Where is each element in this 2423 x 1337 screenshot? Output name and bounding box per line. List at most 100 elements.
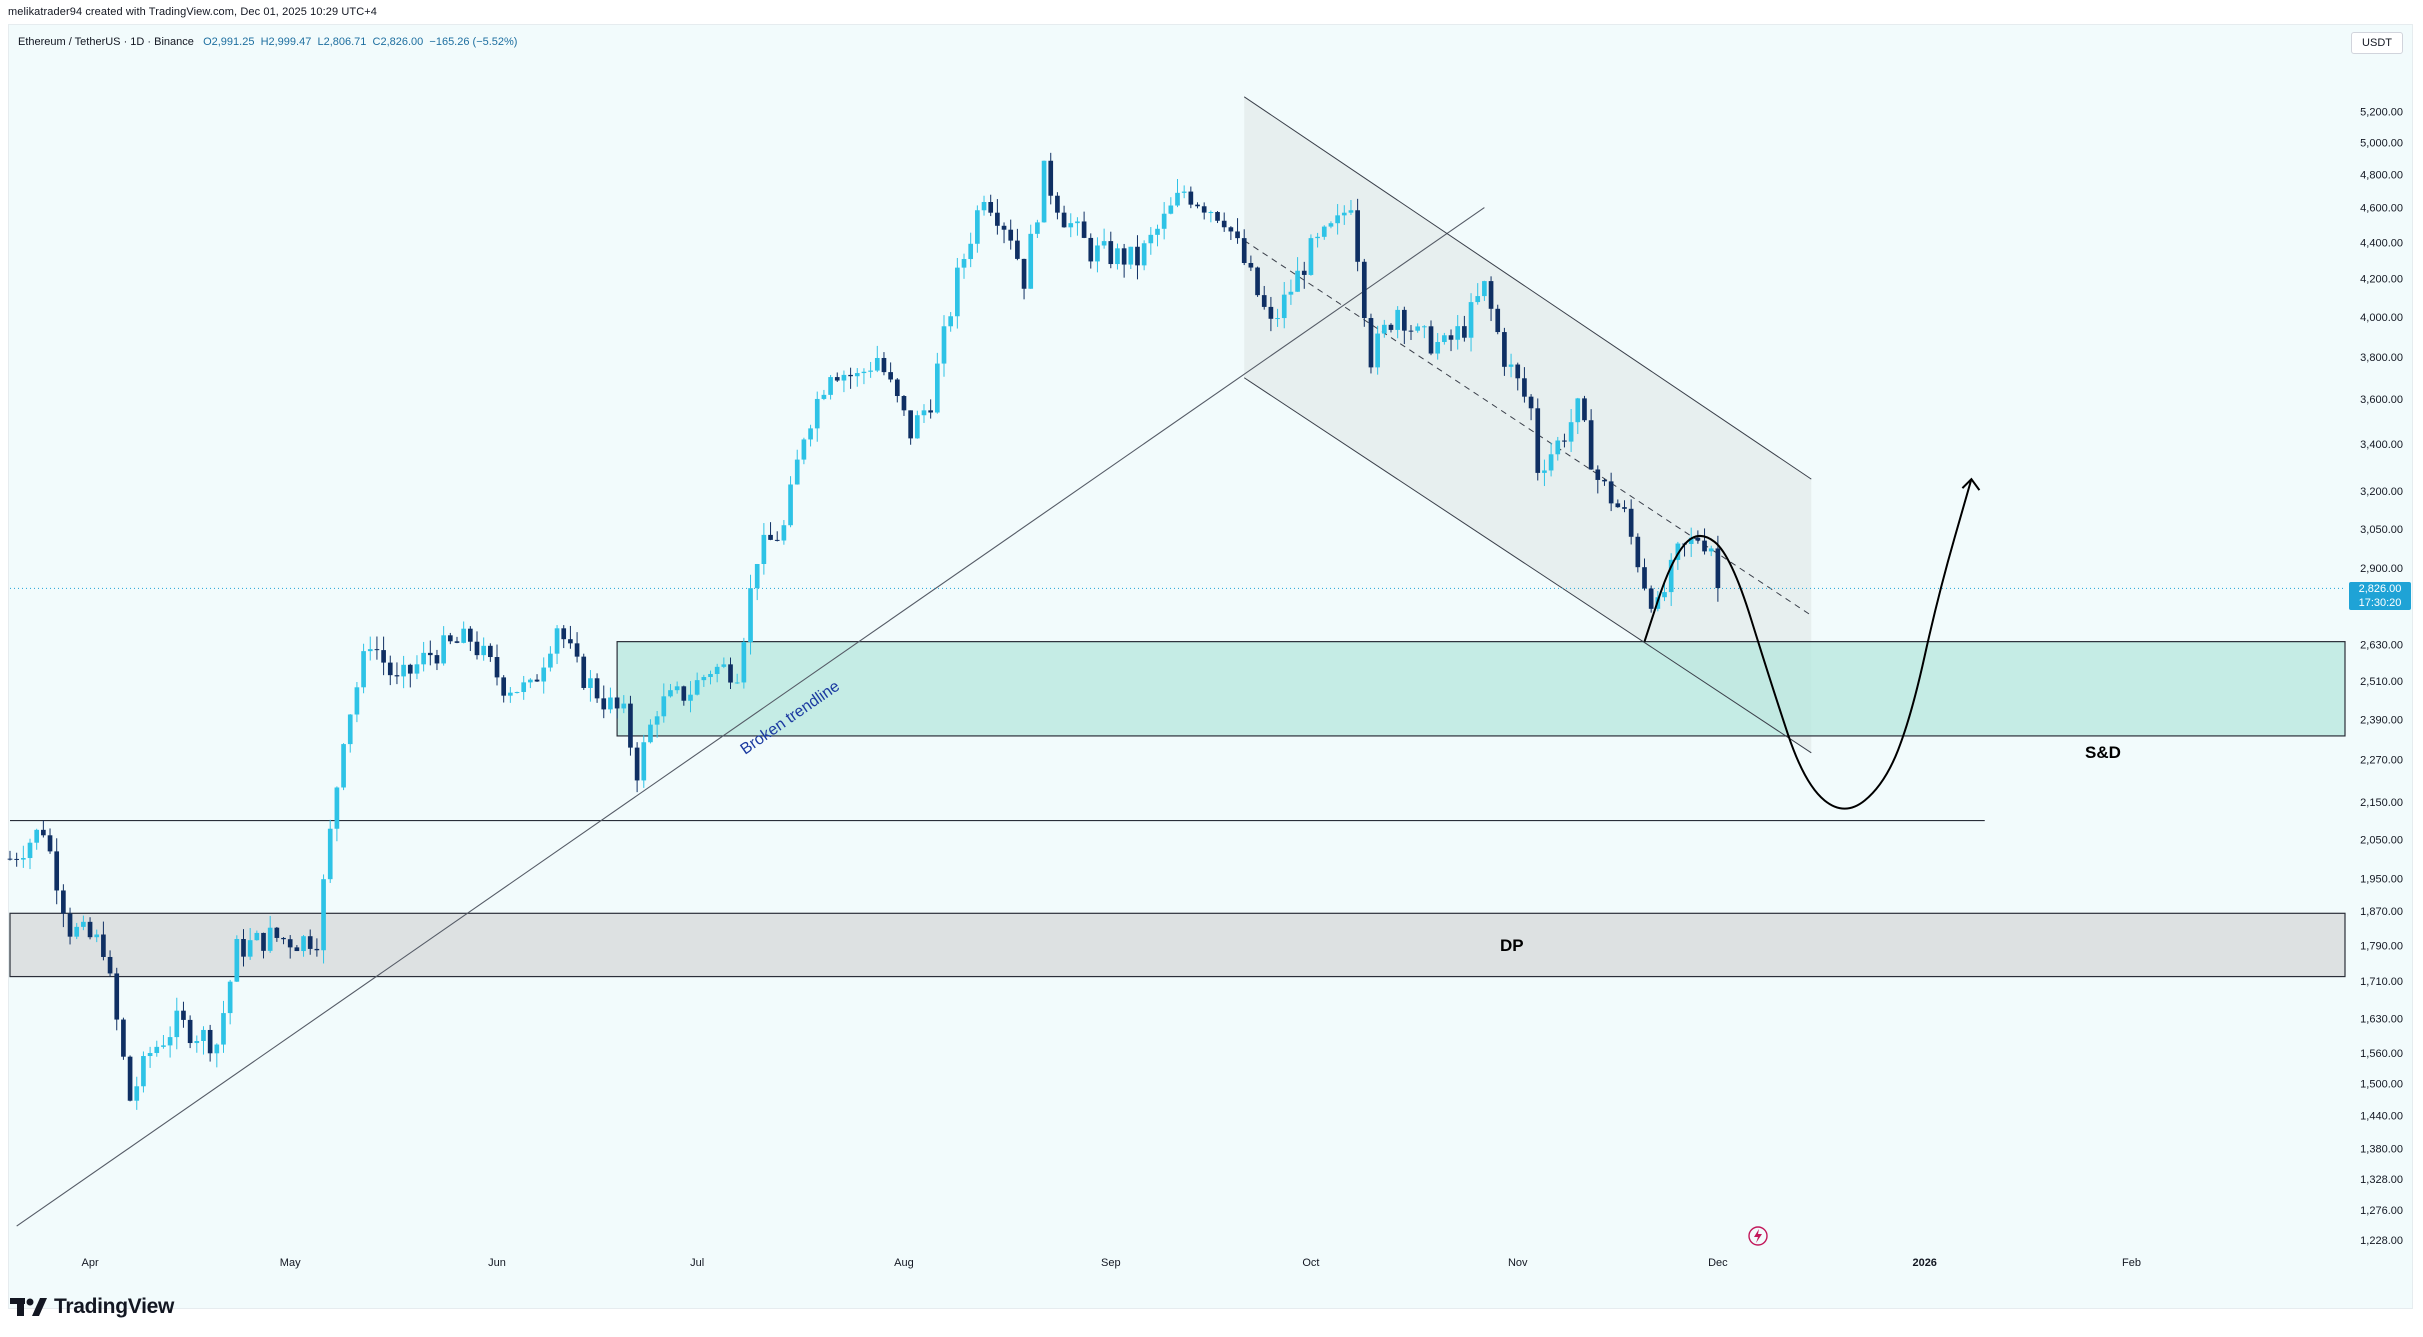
candle-body — [321, 879, 326, 951]
candle-body — [774, 539, 780, 541]
currency-selector[interactable]: USDT — [2351, 32, 2403, 54]
flash-icon[interactable] — [1747, 1225, 1769, 1247]
candle-body — [548, 653, 553, 668]
candle-body — [354, 687, 360, 715]
candle-body — [995, 212, 1000, 226]
y-tick-label: 1,440.00 — [2360, 1110, 2403, 1122]
candle-body — [1675, 543, 1681, 560]
candle-body — [74, 926, 80, 937]
y-tick-label: 2,510.00 — [2360, 676, 2403, 688]
candle-body — [988, 201, 994, 213]
x-tick-label: Aug — [894, 1257, 914, 1269]
candle-body — [1015, 240, 1020, 259]
candle-body — [1622, 507, 1627, 509]
candle-body — [274, 927, 280, 938]
candle-body — [1381, 324, 1387, 334]
candle-body — [754, 563, 760, 589]
candle-body — [621, 703, 627, 709]
zone-dp — [9, 912, 2346, 978]
candle-body — [254, 932, 260, 941]
candle-body — [27, 842, 33, 859]
candle-body — [614, 697, 620, 709]
candle-body — [1181, 191, 1187, 193]
x-tick-label: Jul — [690, 1257, 704, 1269]
candle-body — [1468, 302, 1474, 338]
candle-body — [561, 628, 567, 640]
candle-body — [868, 370, 873, 372]
candle-body — [1341, 212, 1347, 216]
candle-body — [1035, 222, 1040, 234]
candle-body — [634, 747, 640, 781]
candle-body — [554, 628, 560, 654]
candle-body — [1588, 420, 1594, 470]
candle-body — [1335, 215, 1340, 224]
y-tick-label: 1,228.00 — [2360, 1235, 2403, 1247]
candle-body — [848, 374, 853, 377]
candle-body — [1221, 220, 1227, 228]
candle-body — [41, 829, 46, 836]
candle-body — [1408, 330, 1414, 332]
candle-body — [1455, 326, 1461, 340]
candle-body — [1075, 221, 1080, 224]
candle-body — [508, 692, 513, 696]
candle-body — [701, 677, 707, 681]
candle-body — [1235, 231, 1240, 239]
candle-body — [387, 662, 393, 676]
candle-body — [1348, 210, 1354, 213]
candle-body — [1175, 192, 1180, 206]
candle-body — [668, 690, 673, 697]
candle-body — [1535, 408, 1541, 473]
candle-body — [347, 714, 353, 745]
candle-body — [327, 828, 333, 880]
candle-body — [1168, 205, 1174, 214]
tradingview-logo-icon — [10, 1298, 47, 1316]
candle-body — [568, 639, 573, 644]
candle-body — [141, 1056, 146, 1087]
y-tick-label: 2,050.00 — [2360, 834, 2403, 846]
candle-body — [394, 675, 400, 677]
candle-body — [1415, 326, 1421, 331]
chart-credit: melikatrader94 created with TradingView.… — [8, 6, 377, 18]
candle-body — [1428, 326, 1434, 354]
candle-body — [234, 938, 240, 982]
candle-body — [147, 1053, 153, 1057]
candle-body — [821, 394, 827, 399]
candle-body — [761, 534, 767, 564]
last-price-tag: 2,826.00 17:30:20 — [2349, 582, 2411, 610]
candle-body — [1068, 223, 1074, 228]
candle-body — [1061, 212, 1067, 228]
candle-body — [61, 890, 66, 914]
candle-body — [975, 210, 980, 244]
projection-arrowhead — [1961, 477, 1981, 491]
candle-body — [201, 1029, 206, 1042]
y-tick-label: 1,276.00 — [2360, 1205, 2403, 1217]
candle-body — [801, 439, 807, 460]
candle-body — [94, 934, 100, 938]
candle-body — [241, 938, 246, 957]
tradingview-brand[interactable]: TradingView — [10, 1293, 174, 1321]
candle-body — [114, 973, 120, 1020]
candle-body — [247, 940, 253, 957]
candle-body — [221, 1013, 226, 1045]
candle-body — [894, 379, 900, 397]
candle-body — [1275, 318, 1280, 320]
candle-body — [1462, 326, 1467, 338]
candle-body — [127, 1056, 133, 1101]
candle-body — [628, 703, 633, 748]
candle-body — [401, 664, 406, 677]
candle-body — [1088, 237, 1094, 262]
projection-curve — [1643, 478, 1973, 810]
zone-sd — [616, 641, 2346, 737]
candle-body — [1161, 213, 1167, 229]
symbol-legend: Ethereum / TetherUS · 1D · Binance O2,99… — [18, 36, 517, 48]
candle-body — [1101, 241, 1107, 246]
candle-body — [648, 724, 653, 743]
candle-body — [261, 932, 266, 951]
candle-body — [1208, 212, 1214, 214]
candle-body — [881, 357, 887, 373]
candle-body — [1288, 291, 1294, 295]
open-value: O2,991.25 — [203, 36, 255, 48]
candle-body — [728, 664, 733, 683]
candle-body — [1495, 308, 1501, 333]
